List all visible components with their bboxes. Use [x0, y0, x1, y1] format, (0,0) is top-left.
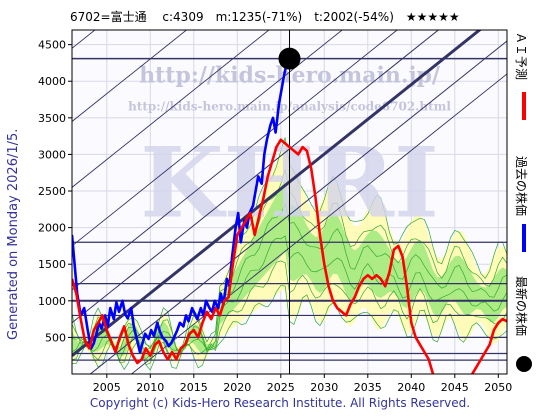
- x-tick-label: 2045: [441, 381, 469, 394]
- plot-area: http://kids-hero.main.jp/http://kids-her…: [72, 30, 507, 374]
- series-line-past-price: [72, 57, 291, 354]
- y-tick-label: 2500: [38, 185, 66, 198]
- chart-title: 6702=富士通 c:4309 m:1235(-71%) t:2002(-54%…: [70, 10, 460, 24]
- y-tick-label: 4500: [38, 39, 66, 52]
- plot-frame: [71, 29, 508, 375]
- y-tick-label: 3000: [38, 148, 66, 161]
- series-line-ai-forecast: [72, 138, 507, 374]
- x-tick-label: 2030: [310, 381, 338, 394]
- legend-label-latest: 最新の株価: [514, 276, 528, 337]
- x-tick-label: 2040: [397, 381, 425, 394]
- legend-label-past: 過去の株価: [514, 156, 528, 217]
- legend-label-ai: ＡＩ予測: [514, 32, 528, 81]
- legend-swatch-latest: [516, 356, 532, 372]
- y-tick-label: 3500: [38, 112, 66, 125]
- y-tick-label: 500: [45, 331, 66, 344]
- trend-channel-line: [72, 30, 270, 188]
- copyright-footer: Copyright (c) Kids-Hero Research Institu…: [89, 396, 471, 410]
- x-tick-label: 2025: [267, 381, 295, 394]
- y-tick-label: 1000: [38, 295, 66, 308]
- x-tick-label: 2010: [136, 381, 164, 394]
- y-tick-label: 4000: [38, 75, 66, 88]
- x-tick-label: 2020: [223, 381, 251, 394]
- trend-channel-line: [72, 30, 188, 122]
- x-tick-label: 2005: [93, 381, 121, 394]
- x-tick-label: 2035: [354, 381, 382, 394]
- y-tick-label: 1500: [38, 258, 66, 271]
- y-tick-label: 2000: [38, 222, 66, 235]
- x-tick-label: 2015: [180, 381, 208, 394]
- current-price-marker: [278, 47, 301, 70]
- x-tick-label: 2050: [484, 381, 512, 394]
